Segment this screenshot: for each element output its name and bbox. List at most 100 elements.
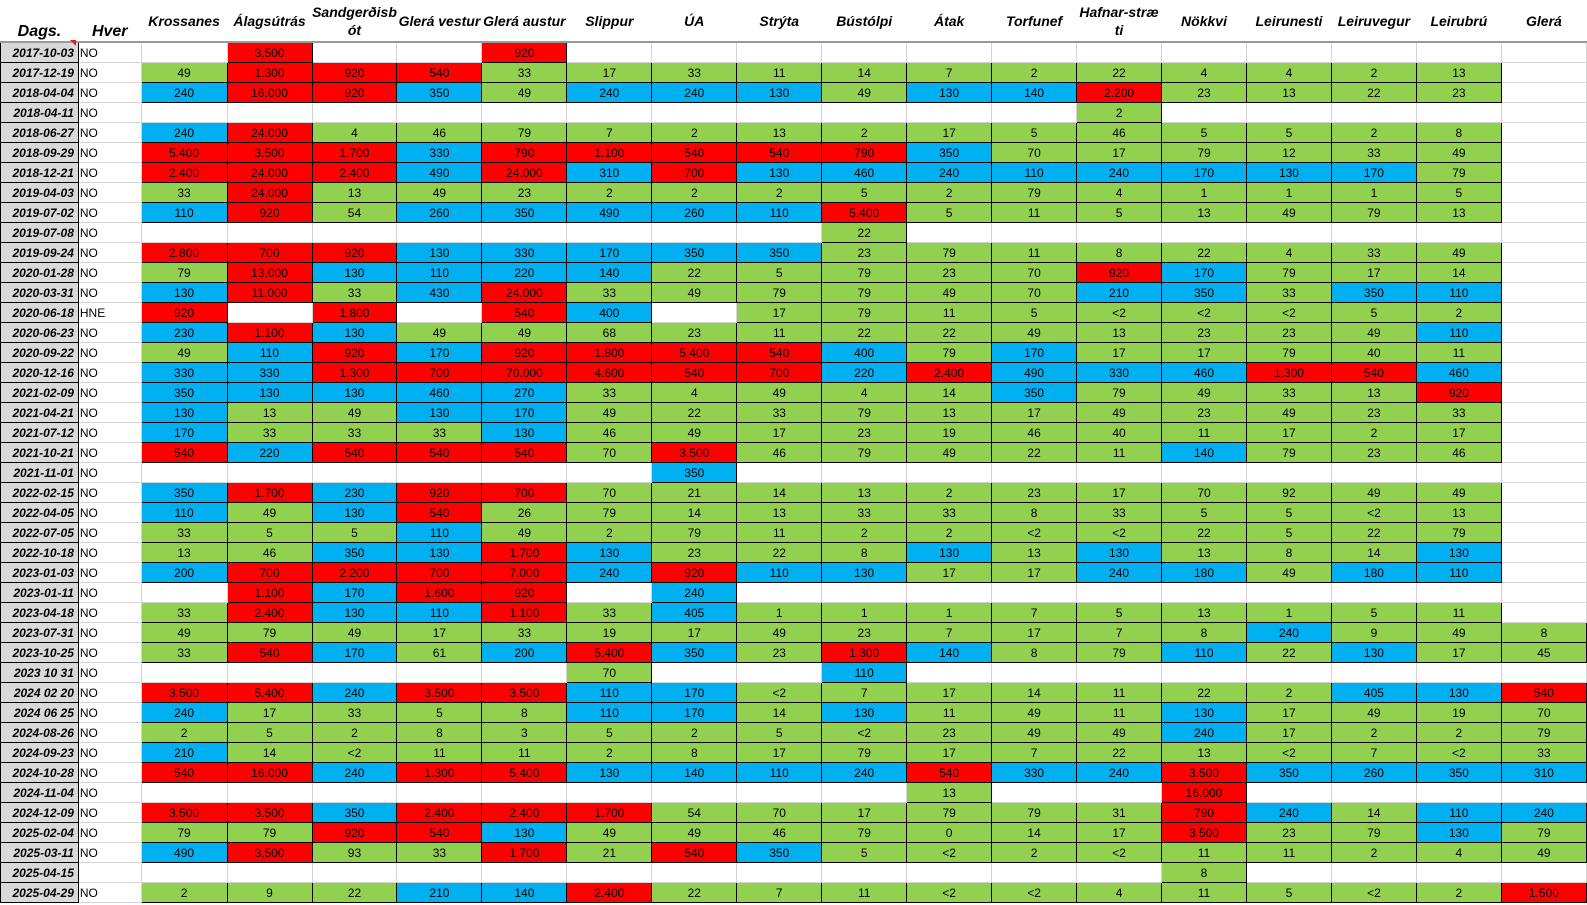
value-cell[interactable]: 540 — [396, 62, 483, 83]
value-cell[interactable]: 49 — [1415, 242, 1502, 263]
value-cell[interactable]: 5.400 — [566, 642, 653, 663]
value-cell[interactable]: 110 — [821, 662, 908, 683]
value-cell[interactable]: 33 — [311, 422, 398, 443]
value-cell[interactable]: 79 — [1500, 722, 1587, 743]
value-cell[interactable]: 7 — [991, 602, 1078, 623]
value-cell[interactable]: 920 — [481, 342, 568, 363]
value-cell[interactable]: 19 — [1415, 702, 1502, 723]
value-cell[interactable]: 240 — [140, 122, 228, 143]
value-cell[interactable]: 11 — [1245, 842, 1332, 863]
value-cell[interactable]: <2 — [1161, 302, 1247, 323]
value-cell[interactable]: 110 — [736, 562, 823, 583]
value-cell[interactable] — [991, 222, 1078, 243]
value-cell[interactable]: 8 — [1500, 622, 1587, 643]
value-cell[interactable]: 13 — [1076, 322, 1163, 343]
value-cell[interactable]: 140 — [906, 642, 993, 663]
value-cell[interactable]: 540 — [140, 442, 228, 463]
value-cell[interactable] — [140, 222, 228, 243]
hver-cell[interactable]: NO — [77, 282, 142, 303]
hver-cell[interactable]: NO — [77, 702, 142, 723]
value-cell[interactable] — [1330, 41, 1417, 63]
value-cell[interactable] — [566, 462, 653, 483]
value-cell[interactable]: 350 — [991, 382, 1078, 403]
date-cell[interactable]: 2023-10-25 — [0, 642, 79, 663]
value-cell[interactable]: 11 — [1161, 882, 1247, 903]
value-cell[interactable] — [1076, 782, 1163, 803]
value-cell[interactable]: 7 — [566, 122, 653, 143]
value-cell[interactable]: 11 — [991, 242, 1078, 263]
value-cell[interactable]: 540 — [651, 142, 738, 163]
value-cell[interactable]: 330 — [396, 142, 483, 163]
value-cell[interactable]: 2 — [1415, 302, 1502, 323]
value-cell[interactable]: 11 — [396, 742, 483, 763]
value-cell[interactable]: 49 — [1076, 402, 1163, 423]
value-cell[interactable] — [991, 41, 1078, 63]
value-cell[interactable]: 33 — [140, 642, 228, 663]
date-cell[interactable]: 2020-09-22 — [0, 342, 79, 363]
value-cell[interactable]: 130 — [1245, 162, 1332, 183]
value-cell[interactable]: 170 — [991, 342, 1078, 363]
value-cell[interactable] — [1415, 862, 1502, 883]
value-cell[interactable] — [1500, 382, 1587, 403]
value-cell[interactable]: 2 — [906, 522, 993, 543]
value-cell[interactable] — [736, 102, 823, 123]
value-cell[interactable]: 130 — [736, 82, 823, 103]
value-cell[interactable]: 46 — [1076, 122, 1163, 143]
value-cell[interactable] — [311, 222, 398, 243]
value-cell[interactable] — [1500, 562, 1587, 583]
value-cell[interactable]: 130 — [906, 82, 993, 103]
value-cell[interactable]: 79 — [906, 342, 993, 363]
value-cell[interactable]: 22 — [736, 542, 823, 563]
value-cell[interactable]: 270 — [481, 382, 568, 403]
value-cell[interactable]: 400 — [821, 342, 908, 363]
value-cell[interactable]: 24.000 — [226, 182, 313, 203]
value-cell[interactable] — [140, 102, 228, 123]
value-cell[interactable]: 49 — [396, 182, 483, 203]
value-cell[interactable]: 5 — [736, 722, 823, 743]
value-cell[interactable] — [1245, 862, 1332, 883]
value-cell[interactable]: 1.100 — [226, 322, 313, 343]
value-cell[interactable]: 920 — [481, 582, 568, 603]
value-cell[interactable]: 33 — [226, 422, 313, 443]
value-cell[interactable]: 700 — [396, 362, 483, 383]
value-cell[interactable]: 170 — [1330, 162, 1417, 183]
hver-cell[interactable]: NO — [77, 502, 142, 523]
hver-cell[interactable]: NO — [77, 582, 142, 603]
hver-cell[interactable]: NO — [77, 482, 142, 503]
value-cell[interactable] — [821, 41, 908, 63]
value-cell[interactable] — [396, 862, 483, 883]
value-cell[interactable]: 79 — [651, 522, 738, 543]
value-cell[interactable]: 11 — [736, 522, 823, 543]
value-cell[interactable]: 8 — [1161, 862, 1247, 883]
value-cell[interactable]: 3.500 — [651, 442, 738, 463]
value-cell[interactable]: 5 — [1076, 202, 1163, 223]
value-cell[interactable]: 9 — [1330, 622, 1417, 643]
value-cell[interactable]: 49 — [1415, 482, 1502, 503]
date-cell[interactable]: 2021-02-09 — [0, 382, 79, 403]
value-cell[interactable]: 2.400 — [481, 802, 568, 823]
value-cell[interactable]: 920 — [311, 62, 398, 83]
value-cell[interactable] — [140, 782, 228, 803]
value-cell[interactable]: 1.100 — [566, 142, 653, 163]
value-cell[interactable]: 13 — [1161, 202, 1247, 223]
value-cell[interactable] — [1330, 222, 1417, 243]
value-cell[interactable]: 1.600 — [396, 582, 483, 603]
hver-cell[interactable]: NO — [77, 322, 142, 343]
value-cell[interactable]: 200 — [140, 562, 228, 583]
value-cell[interactable]: 11 — [1076, 682, 1163, 703]
value-cell[interactable]: 1.300 — [311, 362, 398, 383]
value-cell[interactable]: 40 — [1076, 422, 1163, 443]
value-cell[interactable]: 2 — [311, 722, 398, 743]
value-cell[interactable] — [1500, 662, 1587, 683]
value-cell[interactable]: 11 — [1161, 422, 1247, 443]
value-cell[interactable] — [311, 662, 398, 683]
value-cell[interactable]: 490 — [396, 162, 483, 183]
value-cell[interactable] — [311, 41, 398, 63]
hver-cell[interactable]: NO — [77, 122, 142, 143]
value-cell[interactable]: 170 — [140, 422, 228, 443]
value-cell[interactable]: 33 — [140, 182, 228, 203]
value-cell[interactable] — [1500, 41, 1587, 63]
value-cell[interactable]: 14 — [821, 62, 908, 83]
value-cell[interactable]: 350 — [906, 142, 993, 163]
hver-cell[interactable]: NO — [77, 62, 142, 83]
